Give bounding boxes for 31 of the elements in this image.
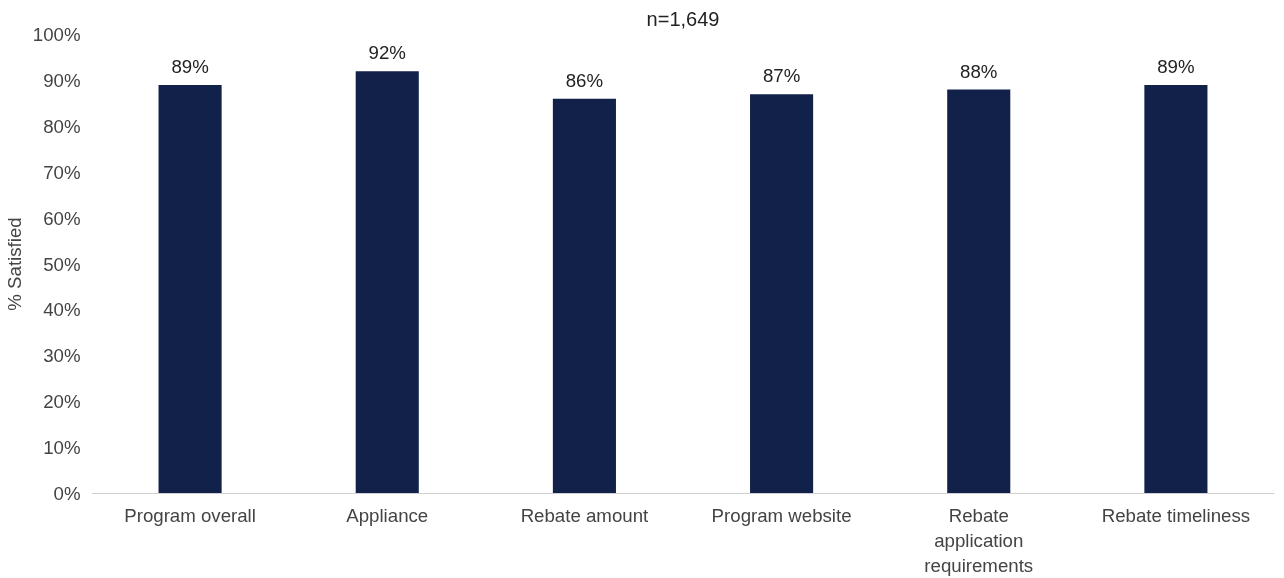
x-tick-label: Rebate application requirements [924,504,1034,576]
y-tick-label: 0% [53,483,81,504]
x-tick-label: Rebate timeliness [1101,504,1251,526]
bar [947,89,1011,494]
bar [552,98,616,494]
data-label: 86% [565,69,604,91]
bar [750,94,814,494]
y-tick-label: 90% [43,69,81,91]
y-tick-label: 70% [43,161,81,183]
y-tick-label: 20% [43,391,81,413]
x-tick-label: Appliance [346,504,429,526]
y-tick-label: 40% [43,299,81,321]
bar [158,84,222,494]
data-label: 87% [762,65,801,87]
bar [355,71,419,494]
y-tick-label: 60% [43,207,81,229]
bar [1144,84,1208,494]
y-tick-label: 10% [43,437,81,459]
chart-title: n=1,649 [646,7,720,30]
y-axis-title: % Satisfied [3,217,25,311]
data-label: 88% [960,60,998,82]
y-tick-label: 30% [43,345,81,367]
data-label: 89% [1157,55,1195,77]
x-tick-label: Rebate amount [520,504,650,526]
y-tick-label: 50% [43,253,81,275]
x-tick-label: Program overall [124,504,256,526]
x-tick-label: Program website [711,504,852,526]
data-label: 89% [171,55,209,77]
y-tick-label: 100% [32,24,81,45]
data-label: 92% [368,42,406,64]
y-tick-label: 80% [43,115,81,137]
